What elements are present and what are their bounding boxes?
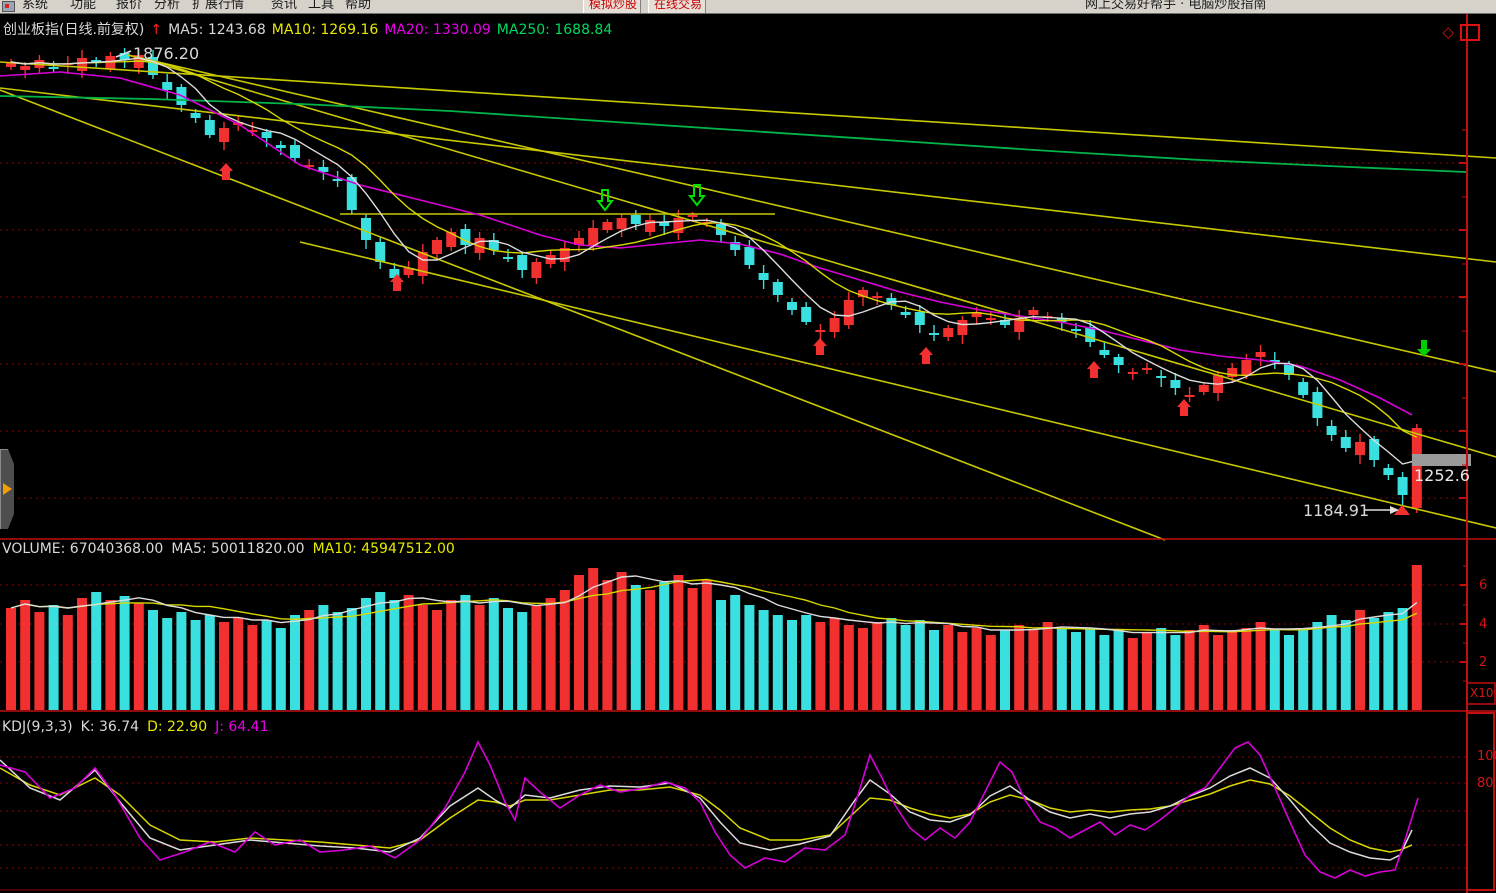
main-chart-title-row: 创业板指(日线.前复权) ↑ MA5: 1243.68 MA10: 1269.16 MA…: [3, 19, 618, 39]
volume-bars: [6, 565, 1422, 710]
current-price-tag: 1252.6: [1414, 466, 1470, 485]
menu-item-function[interactable]: 功能: [70, 0, 97, 12]
kdj-title-row: KDJ(9,3,3) K: 36.74 D: 22.90 J: 64.41: [2, 719, 276, 735]
expand-arrow-icon: [3, 483, 12, 495]
instrument-title: 创业板指(日线.前复权): [3, 22, 145, 38]
ma10-label: MA10: 1269.16: [271, 22, 379, 38]
volume-ma5-label: MA5: 50011820.00: [171, 541, 305, 557]
menu-item-extended[interactable]: 扩展行情: [192, 0, 245, 12]
sidebar-expand-handle[interactable]: [0, 449, 14, 529]
kdj-axis-label-80: 80: [1477, 776, 1494, 791]
signal-markers: [115, 50, 1471, 515]
volume-ma10-label: MA10: 45947512.00: [312, 541, 455, 557]
kdj-axis-label-100: 100: [1477, 749, 1496, 764]
volume-axis-label-4: 4: [1479, 617, 1488, 632]
menu-item-quotes[interactable]: 报价: [116, 0, 143, 12]
ma20-label: MA20: 1330.09: [384, 22, 491, 38]
candlesticks[interactable]: [6, 48, 1422, 513]
split-window-icon[interactable]: [1460, 24, 1480, 41]
ma250-label: MA250: 1688.84: [496, 22, 613, 38]
gridlines: [0, 162, 1467, 869]
trendlines: [0, 54, 1496, 541]
volume-axis-label-6: 6: [1479, 578, 1488, 593]
menu-bar: 系统 功能 报价 分析 扩展行情 资讯 工具 帮助 模拟炒股 在线交易 网上交易…: [0, 0, 1496, 14]
menu-item-system[interactable]: 系统: [22, 0, 49, 12]
menu-item-analysis[interactable]: 分析: [154, 0, 181, 12]
high-price-annotation: 1876.20: [133, 44, 200, 63]
menu-banner-text: 网上交易好帮手 · 电脑炒股指南: [1085, 0, 1267, 12]
app-icon[interactable]: [2, 1, 15, 12]
ma-lines: [0, 57, 1418, 634]
volume-title-row: VOLUME: 67040368.00 MA5: 50011820.00 MA10:…: [2, 541, 463, 557]
kdj-k-label: K: 36.74: [80, 719, 140, 735]
kdj-j-label: J: 64.41: [215, 719, 269, 735]
pane-corner-icons: ◇: [1442, 22, 1480, 41]
kdj-name-label: KDJ(9,3,3): [2, 719, 73, 735]
menu-button-trade[interactable]: 在线交易: [648, 0, 706, 13]
volume-unit-label: X10000: [1470, 686, 1495, 700]
price-axis: [0, 14, 1496, 893]
volume-axis-label-2: 2: [1479, 655, 1488, 670]
low-price-annotation: 1184.91: [1303, 501, 1370, 520]
diamond-icon[interactable]: ◇: [1442, 23, 1454, 41]
menu-item-info[interactable]: 资讯: [271, 0, 298, 12]
ma5-label: MA5: 1243.68: [168, 22, 266, 38]
menu-item-help[interactable]: 帮助: [345, 0, 372, 12]
volume-value-label: VOLUME: 67040368.00: [2, 541, 164, 557]
kdj-d-label: D: 22.90: [147, 719, 208, 735]
menu-button-sim[interactable]: 模拟炒股: [583, 0, 641, 13]
up-arrow-icon: ↑: [150, 22, 163, 38]
menu-item-tools[interactable]: 工具: [308, 0, 335, 12]
kdj-lines: [0, 740, 1419, 879]
